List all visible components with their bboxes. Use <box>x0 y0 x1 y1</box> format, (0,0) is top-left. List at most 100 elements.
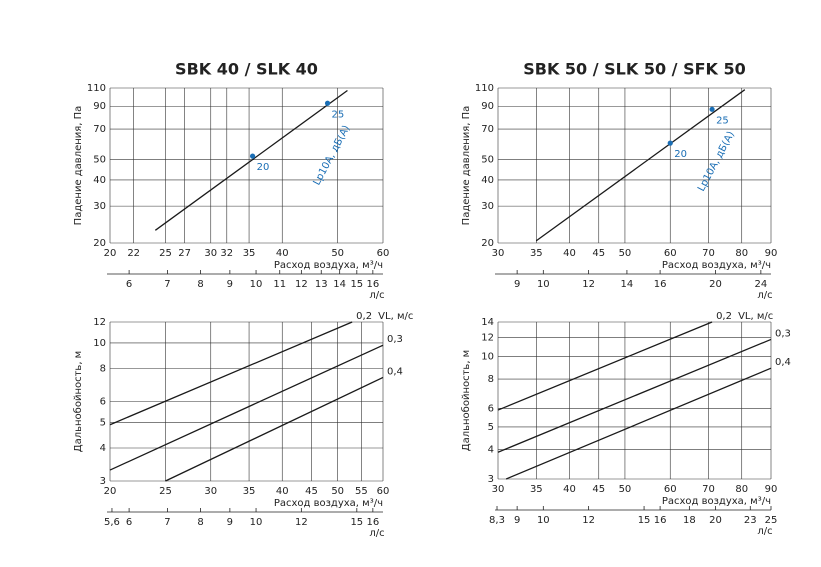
y-tick-label: 20 <box>481 238 494 249</box>
x2-tick-label: 15 <box>350 279 363 290</box>
x-tick-label: 70 <box>702 484 715 495</box>
series-label: 0,3 <box>775 328 791 339</box>
y-tick-label: 70 <box>93 124 106 135</box>
x2-tick-label: 8,3 <box>489 515 505 526</box>
data-line <box>109 344 384 471</box>
data-line <box>497 321 713 411</box>
x-tick-label: 45 <box>305 486 318 497</box>
marker-point <box>249 153 256 159</box>
x-tick-label: 25 <box>159 248 172 259</box>
marker-label: 20 <box>257 162 270 173</box>
series-label: 0,2 <box>716 311 732 322</box>
x-tick-label: 80 <box>735 484 748 495</box>
chart-title: SBK 50 / SLK 50 / SFK 50 <box>523 60 746 79</box>
x2-tick-label: 15 <box>350 517 363 528</box>
x2-tick-label: 11 <box>273 279 286 290</box>
x2-tick-label: 16 <box>654 279 667 290</box>
y-tick-label: 4 <box>488 445 494 456</box>
x-tick-label: 45 <box>592 484 605 495</box>
x2-tick-label: 9 <box>514 515 520 526</box>
x2-tick-label: 7 <box>164 517 170 528</box>
x-tick-label: 30 <box>204 486 217 497</box>
y-tick-label: 90 <box>481 101 494 112</box>
marker-point <box>709 106 715 112</box>
x-tick-label: 35 <box>243 486 256 497</box>
y-tick-label: 3 <box>488 474 494 485</box>
x-tick-label: 50 <box>331 248 344 259</box>
x2-tick-label: 12 <box>295 279 308 290</box>
x2-tick-label: 16 <box>654 515 667 526</box>
y-axis-label: Падение давления, Па <box>461 106 472 226</box>
x-tick-label: 50 <box>619 248 632 259</box>
series-label: 0,3 <box>387 334 403 345</box>
chart-panel: SBK 50 / SLK 50 / SFK 502030405070901103… <box>461 60 777 302</box>
y-tick-label: 3 <box>100 476 106 487</box>
x2-tick-label: 10 <box>250 279 263 290</box>
y-tick-label: 10 <box>93 338 106 349</box>
x-tick-label: 90 <box>765 248 778 259</box>
x2-tick-label: 18 <box>683 515 696 526</box>
x-tick-label: 30 <box>204 248 217 259</box>
x-axis-label: Расход воздуха, м³/ч <box>662 496 771 507</box>
x-tick-label: 55 <box>355 486 368 497</box>
y-tick-label: 40 <box>93 175 106 186</box>
x-tick-label: 35 <box>530 248 543 259</box>
x2-tick-label: 9 <box>227 279 233 290</box>
y-tick-label: 8 <box>100 364 106 375</box>
series-label: 0,4 <box>775 357 791 368</box>
y-tick-label: 30 <box>93 201 106 212</box>
x2-tick-label: 12 <box>582 515 595 526</box>
x-axis-label: Расход воздуха, м³/ч <box>274 260 383 271</box>
x-tick-label: 40 <box>563 248 576 259</box>
x2-tick-label: 12 <box>295 517 308 528</box>
x2-tick-label: 23 <box>744 515 757 526</box>
x-tick-label: 60 <box>377 248 390 259</box>
y-tick-label: 30 <box>481 201 494 212</box>
x-tick-label: 20 <box>104 248 117 259</box>
x-tick-label: 70 <box>702 248 715 259</box>
x-tick-label: 20 <box>104 486 117 497</box>
x-tick-label: 32 <box>220 248 233 259</box>
x2-axis-label: л/с <box>757 290 772 301</box>
data-line <box>497 338 772 453</box>
x-tick-label: 90 <box>765 484 778 495</box>
marker-label: 20 <box>674 149 687 160</box>
y-tick-label: 20 <box>93 238 106 249</box>
y-tick-label: 110 <box>475 83 494 94</box>
x2-tick-label: 20 <box>709 279 722 290</box>
x2-tick-label: 6 <box>126 279 132 290</box>
y-tick-label: 50 <box>481 155 494 166</box>
y-tick-label: 6 <box>488 403 494 414</box>
x-tick-label: 50 <box>331 486 344 497</box>
x-tick-label: 60 <box>664 248 677 259</box>
data-line <box>109 321 353 426</box>
x2-axis-label: л/с <box>369 290 384 301</box>
x2-tick-label: 12 <box>582 279 595 290</box>
x-tick-label: 22 <box>127 248 140 259</box>
data-line <box>505 367 772 480</box>
y-tick-label: 90 <box>93 101 106 112</box>
y-tick-label: 12 <box>93 317 106 328</box>
x2-tick-label: 14 <box>621 279 634 290</box>
y-tick-label: 14 <box>481 317 494 328</box>
x-axis-label: Расход воздуха, м³/ч <box>662 260 771 271</box>
x-tick-label: 30 <box>492 248 505 259</box>
y-tick-label: 4 <box>100 443 106 454</box>
x2-tick-label: 8 <box>197 517 203 528</box>
x-axis-label: Расход воздуха, м³/ч <box>274 498 383 509</box>
x-tick-label: 40 <box>276 486 289 497</box>
y-tick-label: 10 <box>481 351 494 362</box>
x2-tick-label: 10 <box>537 515 550 526</box>
chart-panel: SBK 40 / SLK 40 20 30 40 50 70 90 110 20 22 25 27 30… <box>73 60 389 302</box>
y-axis-label: Дальнобойность, м <box>461 350 472 451</box>
x-tick-label: 60 <box>377 486 390 497</box>
y-tick-label: 12 <box>481 333 494 344</box>
x-tick-label: 45 <box>592 248 605 259</box>
x2-tick-label: 15 <box>638 515 651 526</box>
x2-tick-label: 14 <box>333 279 346 290</box>
y-axis-label: Падение давления, Па <box>73 106 84 226</box>
x2-tick-label: 20 <box>709 515 722 526</box>
